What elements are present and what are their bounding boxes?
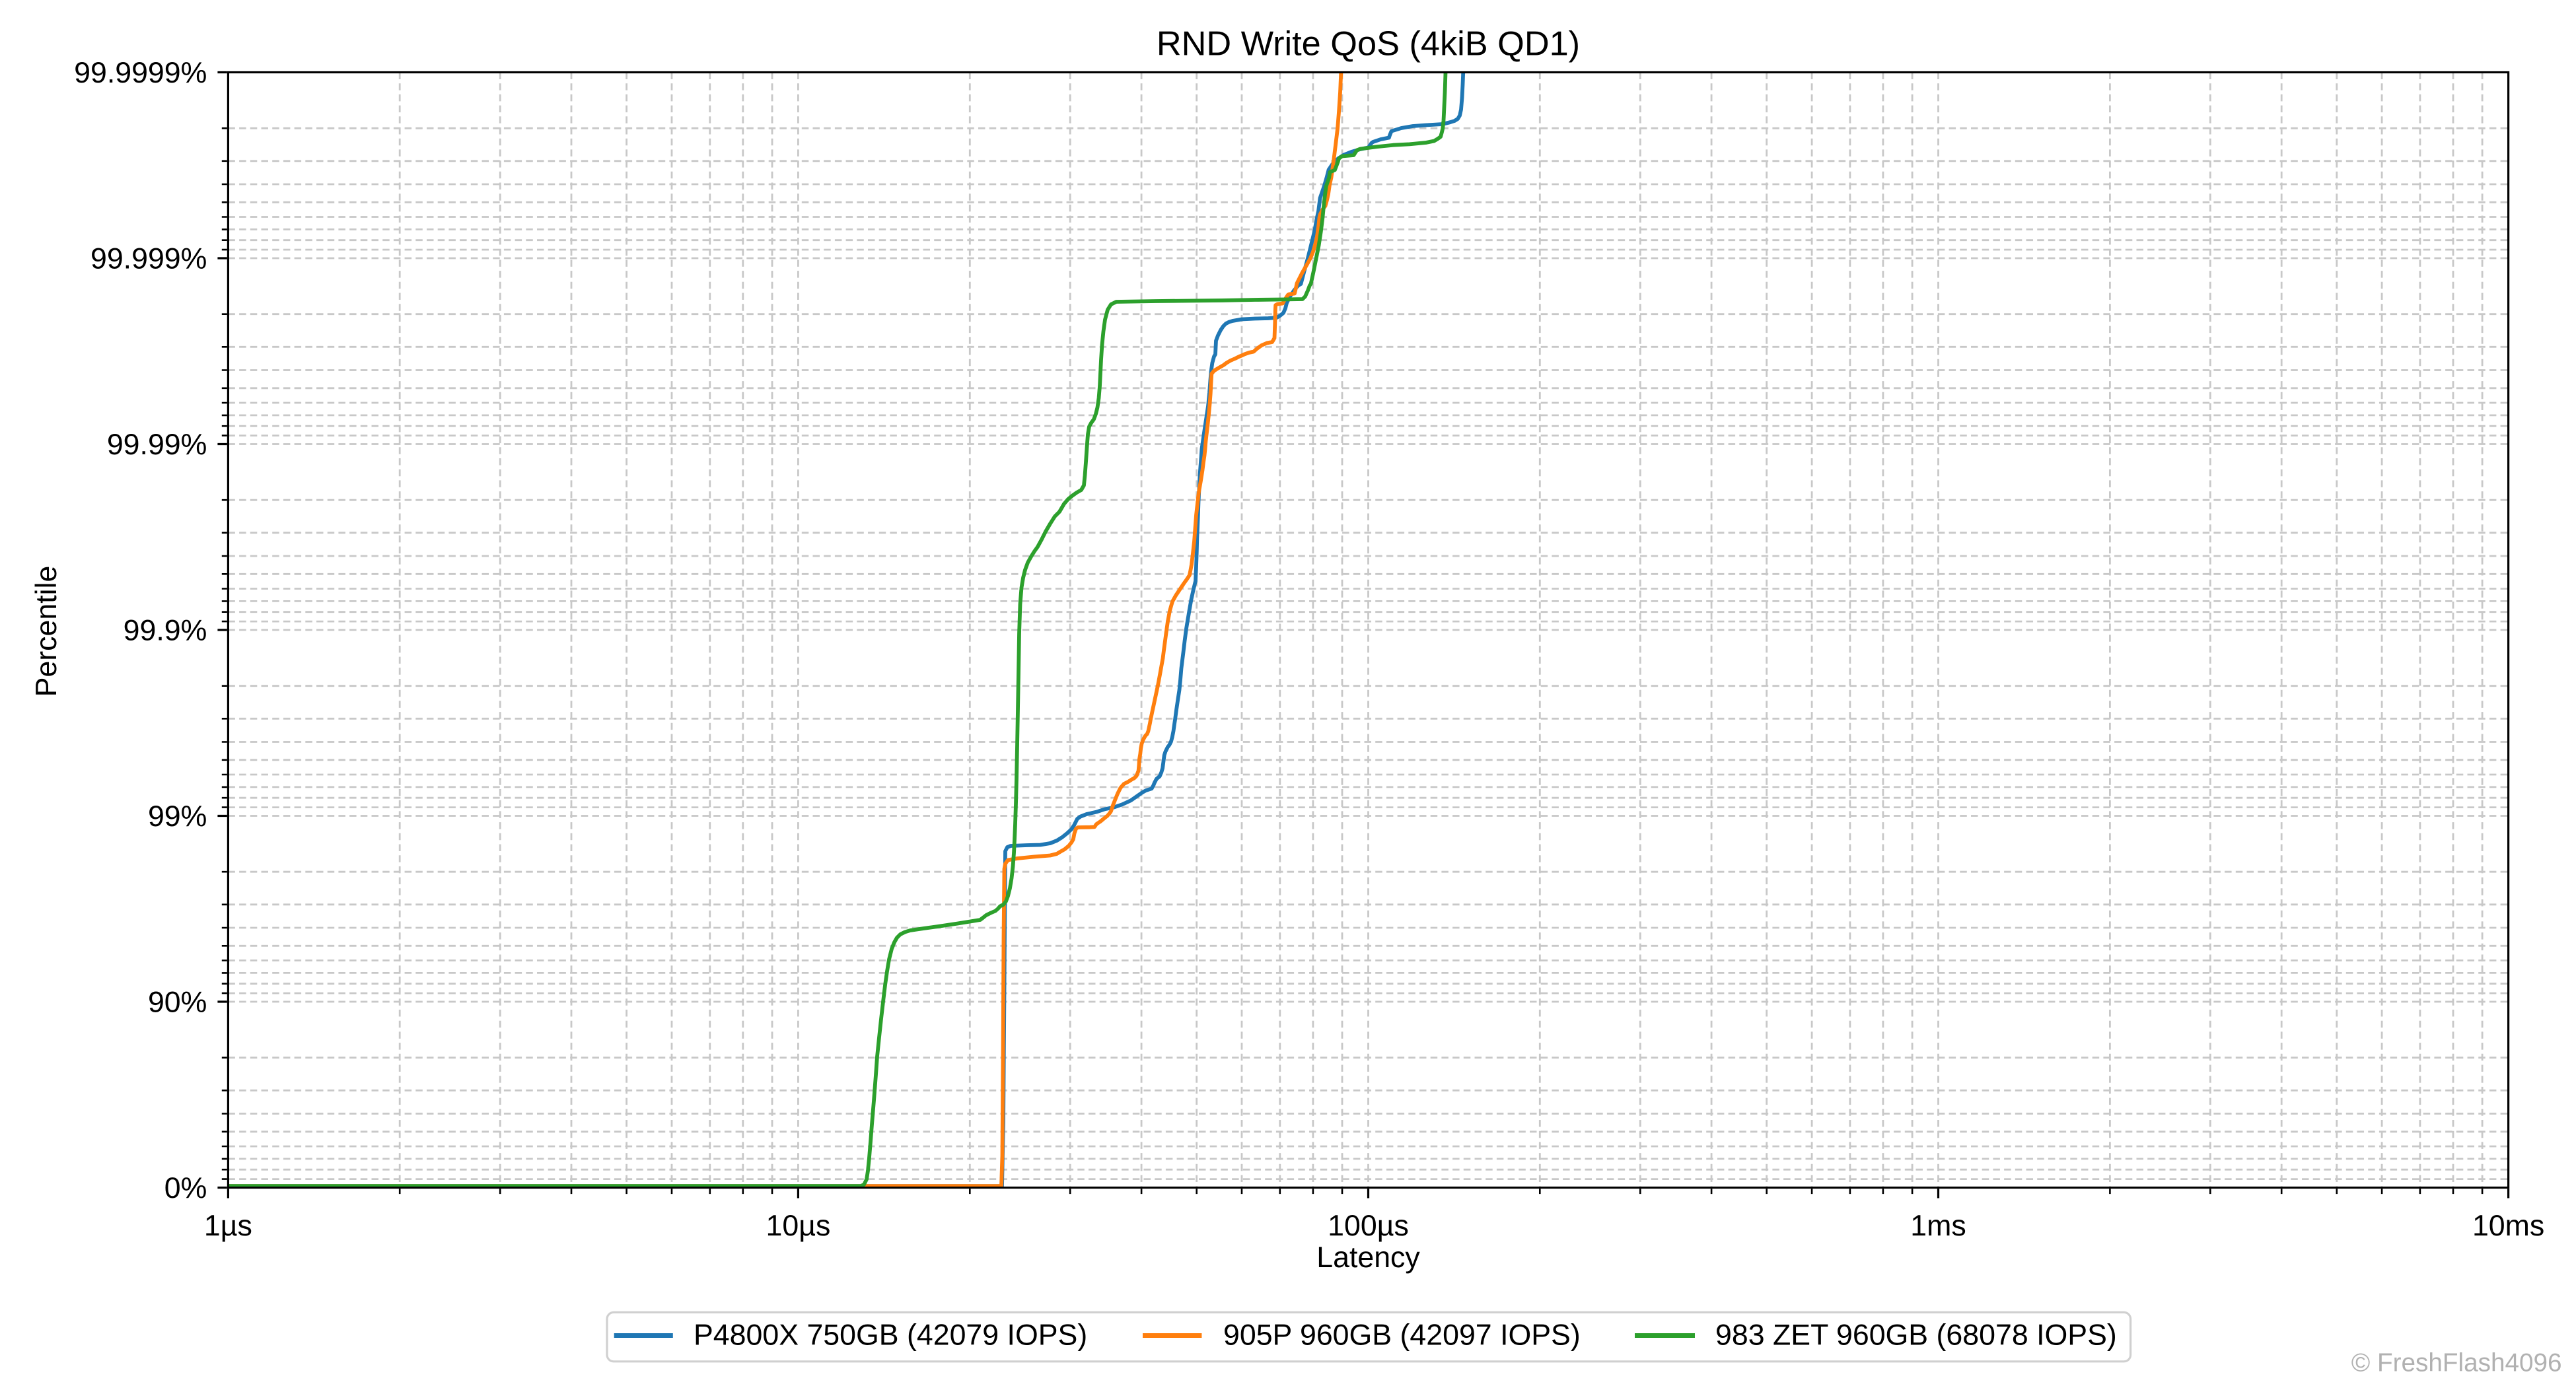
svg-text:99.9999%: 99.9999% (74, 57, 207, 89)
svg-text:RND Write QoS (4kiB QD1): RND Write QoS (4kiB QD1) (1157, 25, 1580, 63)
svg-text:100µs: 100µs (1328, 1210, 1409, 1242)
svg-text:905P 960GB (42097 IOPS): 905P 960GB (42097 IOPS) (1223, 1319, 1581, 1352)
svg-text:99.9%: 99.9% (124, 615, 207, 647)
svg-text:Percentile: Percentile (30, 566, 63, 697)
svg-text:10ms: 10ms (2472, 1210, 2544, 1242)
svg-text:1ms: 1ms (1910, 1210, 1966, 1242)
svg-text:99%: 99% (148, 800, 207, 833)
svg-text:983 ZET 960GB (68078 IOPS): 983 ZET 960GB (68078 IOPS) (1715, 1319, 2117, 1352)
svg-text:99.999%: 99.999% (90, 243, 207, 275)
svg-text:90%: 90% (148, 987, 207, 1019)
svg-text:© FreshFlash4096: © FreshFlash4096 (2351, 1349, 2562, 1377)
svg-text:0%: 0% (164, 1172, 207, 1204)
svg-text:99.99%: 99.99% (107, 429, 207, 461)
svg-text:P4800X 750GB (42079 IOPS): P4800X 750GB (42079 IOPS) (694, 1319, 1087, 1352)
svg-text:10µs: 10µs (766, 1210, 830, 1242)
svg-text:Latency: Latency (1316, 1241, 1420, 1274)
svg-text:1µs: 1µs (204, 1210, 252, 1242)
